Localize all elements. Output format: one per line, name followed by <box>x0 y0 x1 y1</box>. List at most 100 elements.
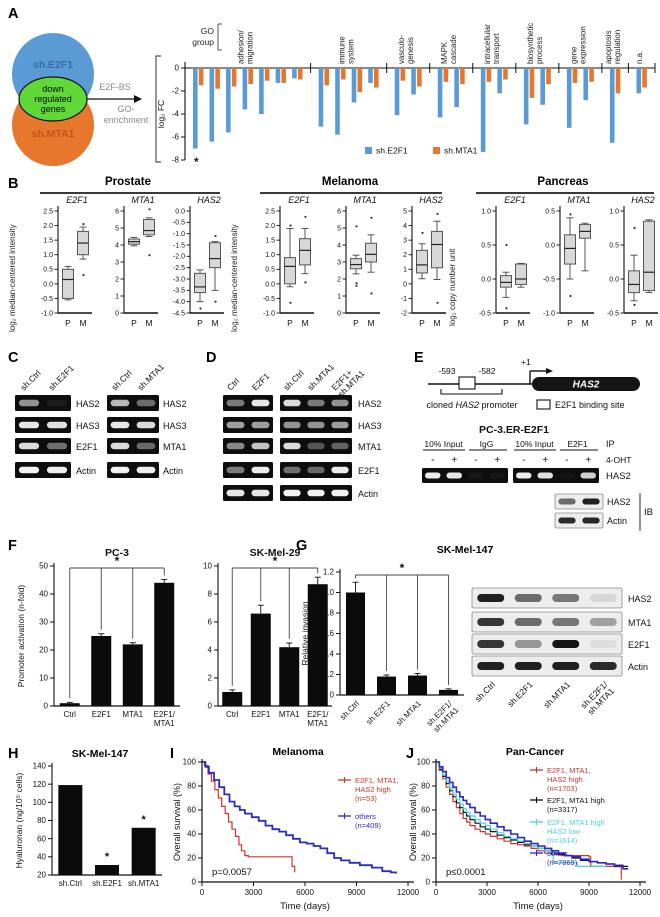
bar-e2f1 <box>250 613 271 706</box>
venn-overlap-label: regulated <box>34 94 72 104</box>
y-tick-label: 40 <box>187 830 196 839</box>
chip-assay-gel: PC-3.ER-E2F1 10% Input IgG 10% Input E2F1 IP -… <box>422 424 632 483</box>
gel-band <box>331 399 349 407</box>
x-category-label: E2F1 <box>92 710 112 719</box>
y-tick-label: 120 <box>33 780 47 789</box>
y-tick-label: 0.4 <box>323 650 335 659</box>
panel-c-letter: C <box>8 350 19 366</box>
go-category-label: gene <box>569 47 578 64</box>
oht-sign: - <box>431 455 434 466</box>
gene-title: HAS2 <box>631 195 655 205</box>
x-tick-label: 0 <box>434 888 439 897</box>
gel-row-label: HAS2 <box>163 399 187 409</box>
gel-strip <box>554 512 604 529</box>
x-tick-label: 12000 <box>629 888 652 897</box>
gel-band <box>331 489 349 497</box>
blot-row-label: HAS2 <box>628 594 652 604</box>
panel-g-letter: G <box>296 538 308 554</box>
bar-sh-mta1 <box>642 68 647 88</box>
box <box>564 234 576 265</box>
y-tick-label: -1 <box>401 296 407 303</box>
y-axis-label-pancreas: log₂ copy number unit <box>448 248 457 326</box>
panel-j-letter: J <box>406 746 415 762</box>
gel-strip <box>107 417 159 433</box>
y-tick-label: 4 <box>337 242 341 249</box>
km-curve <box>436 761 629 870</box>
bar-e2f1 <box>91 636 112 706</box>
x-category-label: P <box>287 318 293 328</box>
rt-pcr-gels-overexpression: Ctrl E2F1 sh.Ctrl sh.MTA1E2F1+sh.MTA1HAS2HA… <box>223 362 382 501</box>
y-tick-label: 1.0 <box>609 208 619 215</box>
panel-d-letter: D <box>206 350 217 366</box>
y-tick-label: 1.2 <box>323 568 335 577</box>
group-title-melanoma: Melanoma <box>321 176 379 188</box>
go-category-label: immune <box>338 36 347 64</box>
gel-band <box>582 517 600 524</box>
gel-row-label: E2F1 <box>76 442 98 452</box>
chip-group-label: E2F1 <box>567 439 588 449</box>
gel-band <box>110 399 130 407</box>
go-category-label: MAPK <box>440 41 449 64</box>
go-category-label: genesis <box>406 37 415 64</box>
bar-sh-e2f1 <box>226 68 231 133</box>
gel-band <box>110 421 130 429</box>
gel-band <box>446 472 462 479</box>
panel-b-letter: B <box>8 176 19 192</box>
y-tick-label: 50 <box>39 562 48 571</box>
gel-band <box>251 466 270 474</box>
chip-gel-label: HAS2 <box>606 471 631 482</box>
gel-strip <box>223 462 273 478</box>
bar-sh-mta1 <box>231 68 237 87</box>
y-tick-label: 0.0 <box>265 281 275 288</box>
box <box>350 258 362 270</box>
x-category-label: M <box>645 318 652 328</box>
significance-star: * <box>142 814 147 826</box>
significance-star: * <box>273 554 278 568</box>
panel-f-letter: F <box>8 538 17 554</box>
gel-band <box>516 472 532 479</box>
outlier-dot <box>421 231 424 234</box>
significance-star: * <box>194 155 199 169</box>
oht-sign: + <box>451 455 457 466</box>
relative-invasion-chart: 0 0.2 0.4 0.6 0.8 1.0 1.2 Relative invasion sh.C… <box>300 561 464 734</box>
gel-band <box>307 421 325 429</box>
gel-band <box>425 472 441 479</box>
bar-sh-ctrl <box>58 785 83 875</box>
bracket-small <box>217 23 222 51</box>
kaplan-meier-melanoma: 0 3000 6000 9000 12000 0 20 40 60 80 100 Overall su… <box>172 758 420 912</box>
arrow-label-bottom: enrichment <box>104 115 149 125</box>
y-tick-label: -2.0 <box>173 254 185 261</box>
y-tick-label: 1 <box>115 293 119 300</box>
y-tick-label: 1 <box>403 267 407 274</box>
y-tick-label: -0.5 <box>479 310 491 317</box>
legend-label: (n=409) <box>355 821 382 830</box>
outlier-dot <box>355 282 358 285</box>
gel-band <box>468 472 484 479</box>
box-plot-pancreas-e2f1: E2F1 1.0 0.5 0.0 -0.5 P M <box>479 195 530 328</box>
y-tick-label: 2.0 <box>43 223 53 230</box>
bar-sh-mta1 <box>357 68 363 93</box>
x-category-label: MTA1 <box>122 710 143 719</box>
gel-row-label: HAS3 <box>76 421 100 431</box>
hyaluronan-chart-title: SK-Mel-147 <box>71 748 129 760</box>
gene-title: E2F1 <box>288 195 310 205</box>
gel-band <box>331 442 349 450</box>
y-tick-label: 0.0 <box>175 208 185 215</box>
chart-title: PC-3 <box>105 547 129 559</box>
bar-sh-e2f1 <box>566 68 572 128</box>
outlier-dot <box>436 301 439 304</box>
x-category-label: sh.Ctrl <box>59 879 82 888</box>
box-plot-melanoma-e2f1: E2F1 2.5 2.0 1.5 1.0 0.5 0.0 -0.5 -1.0 P M <box>263 195 314 328</box>
gel-band <box>226 489 245 497</box>
gel-strip <box>107 462 159 478</box>
bar-sh-e2f1 <box>609 68 615 143</box>
gel-band <box>514 594 542 602</box>
bar-sh-e2f1 <box>292 68 297 79</box>
x-category-label: M <box>581 318 588 328</box>
km-curve <box>202 761 296 873</box>
gel-strip <box>280 462 352 478</box>
kaplan-meier-pancancer: 0 3000 6000 9000 12000 0 20 40 60 80 100 Overall su… <box>408 758 652 912</box>
go-category-label: transport <box>492 32 501 64</box>
box <box>431 230 443 269</box>
gene-name: HAS2 <box>573 380 600 391</box>
